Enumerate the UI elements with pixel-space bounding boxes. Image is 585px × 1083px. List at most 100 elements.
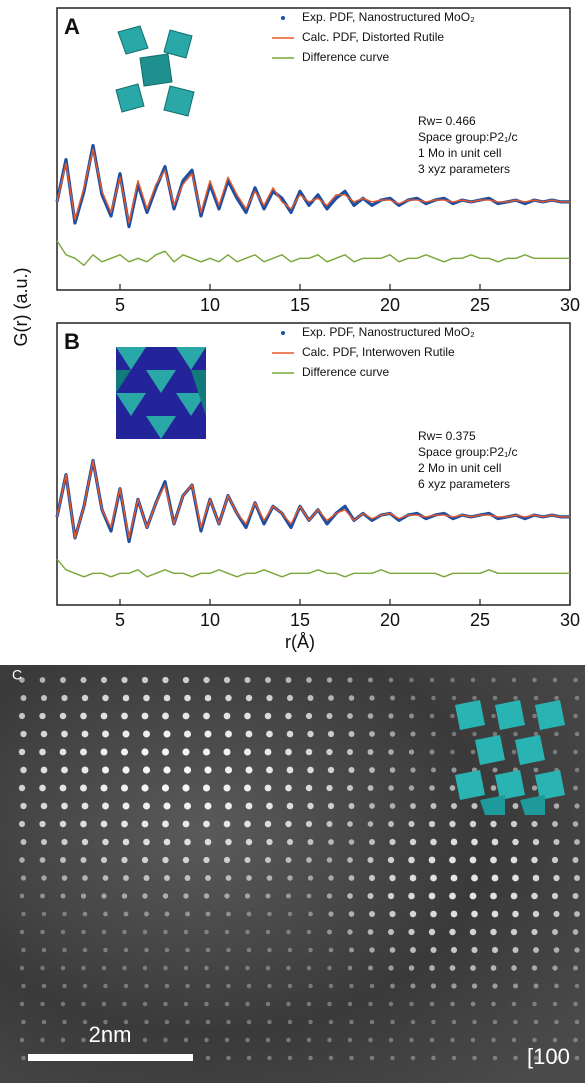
atom-column <box>369 947 375 953</box>
legend-label: Exp. PDF, Nanostructured MoO₂ <box>302 10 475 24</box>
atom-column <box>451 1019 457 1025</box>
series-line <box>56 240 570 266</box>
atom-column <box>205 983 211 989</box>
atom-column <box>246 1055 252 1061</box>
atom-column <box>533 983 539 989</box>
legend-label: Exp. PDF, Nanostructured MoO₂ <box>302 325 475 339</box>
atom-column <box>532 838 540 846</box>
atom-column <box>510 856 518 864</box>
atom-column <box>532 910 540 918</box>
atom-column <box>470 1037 476 1043</box>
atom-column <box>368 874 376 882</box>
x-tick-label: 5 <box>115 610 125 630</box>
atom-column <box>428 820 436 828</box>
atom-column <box>61 838 68 846</box>
atom-column <box>553 838 560 846</box>
atom-column <box>82 1019 88 1025</box>
atom-column <box>267 947 272 953</box>
atom-column <box>450 838 458 846</box>
atom-column <box>328 983 334 989</box>
atom-column <box>574 947 580 953</box>
atom-column <box>60 1037 66 1043</box>
atom-column <box>490 820 497 828</box>
atom-column <box>183 965 189 971</box>
atom-column <box>554 695 559 701</box>
atom-column <box>532 874 540 882</box>
atom-column <box>246 911 252 917</box>
atom-column <box>224 1037 230 1043</box>
atom-column <box>205 1055 211 1061</box>
atom-column <box>306 965 312 971</box>
atom-column <box>266 766 273 774</box>
atom-column <box>533 695 539 701</box>
atom-column <box>205 1019 211 1025</box>
atom-column <box>265 677 271 683</box>
atom-column <box>348 947 355 953</box>
atom-column <box>142 893 148 899</box>
atom-column <box>513 1055 518 1061</box>
atom-column <box>410 1055 416 1061</box>
atom-column <box>490 965 497 971</box>
atom-column <box>20 695 27 701</box>
atom-column <box>40 929 45 935</box>
atom-column <box>141 784 149 792</box>
atom-column <box>387 928 395 936</box>
atom-column <box>103 983 108 989</box>
atom-column <box>429 1001 435 1007</box>
atom-column <box>286 929 291 935</box>
atom-column <box>20 766 27 774</box>
atom-column <box>81 929 86 935</box>
atom-column <box>81 1001 86 1007</box>
atom-column <box>286 802 294 810</box>
x-tick-label: 25 <box>470 295 490 315</box>
atom-column <box>307 695 314 701</box>
atom-column <box>513 695 518 701</box>
atom-column <box>204 1037 209 1043</box>
atom-column <box>511 1001 517 1007</box>
atom-column <box>266 875 273 881</box>
atom-column <box>244 784 251 792</box>
atom-column <box>142 929 148 935</box>
atom-column <box>286 838 294 846</box>
atom-column <box>40 838 48 846</box>
atom-column <box>267 1055 272 1061</box>
atom-column <box>430 874 437 882</box>
atom-column <box>472 731 477 737</box>
atom-column <box>327 802 335 810</box>
atom-column <box>163 1037 168 1043</box>
atom-column <box>265 929 271 935</box>
atom-column <box>163 694 171 702</box>
atom-column <box>164 911 170 917</box>
atom-column <box>204 802 212 810</box>
atom-column <box>21 1055 26 1061</box>
atom-column <box>327 1037 332 1043</box>
atom-column <box>513 731 518 737</box>
atom-column <box>286 965 291 971</box>
legend-label: Calc. PDF, Interwoven Rutile <box>302 345 455 359</box>
atom-column <box>470 965 476 971</box>
atom-column <box>287 947 293 953</box>
atom-column <box>82 875 88 881</box>
x-tick-label: 30 <box>560 610 580 630</box>
series-line <box>56 459 570 539</box>
atom-column <box>246 947 252 953</box>
atom-column <box>184 838 191 846</box>
atom-column <box>285 820 292 828</box>
atom-column <box>491 1037 496 1043</box>
atom-column <box>348 803 355 809</box>
atom-column <box>327 1001 332 1007</box>
atom-column <box>512 910 519 918</box>
atom-column <box>204 838 212 846</box>
atom-column <box>491 946 499 954</box>
atom-column <box>19 893 25 899</box>
series-line <box>56 148 570 224</box>
atom-column <box>429 785 435 791</box>
atom-column <box>163 730 171 738</box>
atom-column <box>185 947 190 953</box>
atom-column <box>430 803 437 809</box>
atom-column <box>367 929 374 935</box>
atom-column <box>574 911 580 917</box>
atom-column <box>369 839 375 845</box>
atom-column <box>410 767 416 773</box>
atom-column <box>490 928 497 936</box>
